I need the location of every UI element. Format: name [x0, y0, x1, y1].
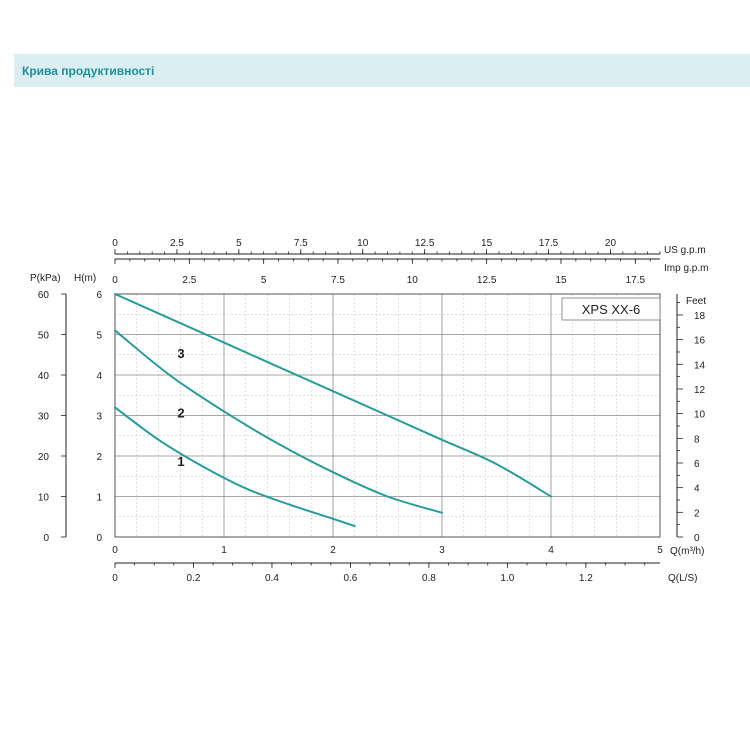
axis-us-gpm-tick-label: 7.5 — [294, 238, 308, 249]
axis-h-tick-label: 3 — [96, 412, 102, 423]
axis-us-gpm-tick-label: 17.5 — [539, 238, 559, 249]
chart-title: XPS XX-6 — [582, 302, 641, 317]
axis-h-tick-label: 2 — [96, 452, 102, 463]
axis-kpa-tick-label: 40 — [38, 371, 50, 382]
axis-q-m3h-tick-label: 4 — [548, 545, 554, 556]
chart-title-box — [561, 297, 661, 321]
axis-h-label: H(m) — [74, 273, 96, 284]
axis-q-m3h-label: Q(m³/h) — [670, 546, 704, 557]
axis-kpa-tick-label: 60 — [38, 290, 50, 301]
axis-feet-tick-label: 4 — [694, 484, 700, 495]
axis-kpa-tick-label: 20 — [38, 452, 50, 463]
axis-us-gpm-tick-label: 20 — [605, 238, 617, 249]
axis-q-m3h-tick-label: 3 — [439, 545, 445, 556]
header-title: Крива продуктивності — [22, 63, 155, 78]
axis-q-lps-tick-label: 0.8 — [422, 573, 436, 584]
axis-feet-label: Feet — [686, 296, 706, 307]
axis-q-m3h-tick-label: 1 — [221, 545, 227, 556]
chart-grid — [114, 293, 661, 538]
axis-h-tick-label: 5 — [96, 331, 102, 342]
plot-frame — [114, 293, 661, 538]
chart-curves — [114, 293, 552, 528]
axis-q-lps-tick-label: 0 — [112, 573, 118, 584]
axis-imp-gpm-tick-label: 7.5 — [331, 275, 345, 286]
axis-q-lps-tick-label: 0.4 — [265, 573, 279, 584]
axis-feet-tick-label: 8 — [694, 434, 700, 445]
chart-labels: 1 2 3 XPS XX-6 — [177, 297, 661, 469]
axis-imp-gpm-tick-label: 10 — [407, 275, 419, 286]
curve-series-2 — [114, 329, 443, 514]
axis-q-m3h-tick-label: 5 — [657, 545, 663, 556]
axis-imp-gpm-tick-label: 0 — [112, 275, 118, 286]
axis-q-lps-tick-label: 1.0 — [500, 573, 514, 584]
header-bar: Крива продуктивності — [14, 54, 750, 87]
axis-us-gpm-tick-label: 12.5 — [415, 238, 435, 249]
axis-q-lps-label: Q(L/S) — [668, 573, 697, 584]
axis-imp-gpm-tick-label: 12.5 — [477, 275, 497, 286]
axis-kpa-label: P(kPa) — [30, 273, 61, 284]
axis-us-gpm-tick-label: 2.5 — [170, 238, 184, 249]
curve-label-2: 2 — [177, 406, 184, 421]
axis-us-gpm-tick-label: 15 — [481, 238, 493, 249]
axis-us-gpm-tick-label: 0 — [112, 238, 118, 249]
axis-imp-gpm-label: Imp g.p.m — [664, 263, 708, 274]
axis-feet-tick-label: 14 — [694, 360, 706, 371]
axis-us-gpm-label: US g.p.m — [664, 245, 706, 256]
axis-imp-gpm-tick-label: 5 — [261, 275, 267, 286]
axis-feet-tick-label: 6 — [694, 459, 700, 470]
curve-label-3: 3 — [177, 346, 184, 361]
curve-label-1: 1 — [177, 454, 184, 469]
axis-h-tick-label: 6 — [96, 290, 102, 301]
axis-imp-gpm-tick-label: 15 — [555, 275, 567, 286]
axis-feet-tick-label: 12 — [694, 385, 706, 396]
axis-feet-tick-label: 16 — [694, 336, 706, 347]
axis-imp-gpm-tick-label: 2.5 — [182, 275, 196, 286]
axis-q-lps-tick-label: 0.6 — [343, 573, 357, 584]
axis-kpa-tick-label: 50 — [38, 331, 50, 342]
axis-q-m3h-tick-label: 0 — [112, 545, 118, 556]
axis-feet-tick-label: 10 — [694, 410, 706, 421]
axis-kpa-tick-label: 10 — [38, 493, 50, 504]
axis-feet-tick-label: 0 — [694, 533, 700, 544]
axis-h-tick-label: 0 — [96, 533, 102, 544]
axis-h-tick-label: 4 — [96, 371, 102, 382]
axis-us-gpm-tick-label: 10 — [357, 238, 369, 249]
axis-q-lps-tick-label: 0.2 — [187, 573, 201, 584]
axis-feet-tick-label: 2 — [694, 508, 700, 519]
axis-us-gpm-tick-label: 5 — [236, 238, 242, 249]
axis-kpa-tick-label: 0 — [43, 533, 49, 544]
curve-series-1 — [114, 406, 356, 528]
axis-h-tick-label: 1 — [96, 493, 102, 504]
axis-feet-tick-label: 18 — [694, 311, 706, 322]
curve-series-3 — [114, 293, 552, 498]
axis-q-m3h-tick-label: 2 — [330, 545, 336, 556]
axis-q-lps-tick-label: 1.2 — [579, 573, 593, 584]
axis-imp-gpm-tick-label: 17.5 — [626, 275, 646, 286]
axis-kpa-tick-label: 30 — [38, 412, 50, 423]
